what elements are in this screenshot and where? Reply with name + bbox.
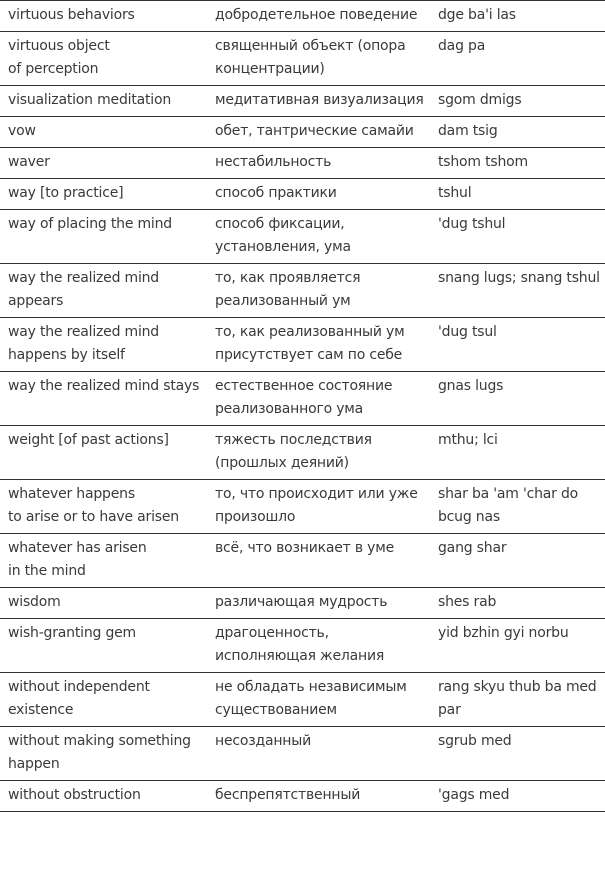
russian-term: обет, тантрические самайи [207,116,430,148]
table-row: wish-granting gem драгоценность, исполняю… [0,618,605,673]
tibetan-term: gang shar [430,533,605,588]
english-term: whatever happens to arise or to have aris… [0,479,207,534]
english-term: without independent existence [0,672,207,727]
english-term: wisdom [0,587,207,619]
table-row: without making something happen несозданн… [0,726,605,781]
table-row: vow обет, тантрические самайи dam tsig [0,116,605,148]
table-row: without independent existence не обладать… [0,672,605,727]
russian-term: естественное состояние реализованного ум… [207,371,430,426]
tibetan-term: dag pa [430,31,605,86]
russian-term: различающая мудрость [207,587,430,619]
table-row: virtuous behaviors добродетельное поведен… [0,0,605,32]
english-term: way the realized mind stays [0,371,207,426]
english-term: virtuous object of perception [0,31,207,86]
tibetan-term: tshul [430,178,605,210]
english-term: way the realized mind appears [0,263,207,318]
tibetan-term: dam tsig [430,116,605,148]
glossary-table: virtuous behaviors добродетельное поведен… [0,0,605,812]
english-term: way [to practice] [0,178,207,210]
english-term: wish-granting gem [0,618,207,673]
russian-term: драгоценность, исполняющая желания [207,618,430,673]
table-row: way the realized mind stays естественное … [0,371,605,426]
tibetan-term: 'gags med [430,780,605,812]
russian-term: несозданный [207,726,430,781]
russian-term: то, что происходит или уже произошло [207,479,430,534]
russian-term: добродетельное поведение [207,0,430,32]
table-row: virtuous object of perception священный об… [0,31,605,86]
table-row: without obstruction беспрепятственный'gag… [0,780,605,812]
russian-term: способ фиксации, установления, ума [207,209,430,264]
russian-term: то, как проявляется реализованный ум [207,263,430,318]
english-term: weight [of past actions] [0,425,207,480]
russian-term: беспрепятственный [207,780,430,812]
tibetan-term: gnas lugs [430,371,605,426]
tibetan-term: 'dug tshul [430,209,605,264]
russian-term: тяжесть последствия (прошлых деяний) [207,425,430,480]
english-term: whatever has arisen in the mind [0,533,207,588]
table-row: weight [of past actions] тяжесть последст… [0,425,605,480]
english-term: waver [0,147,207,179]
table-row: waver нестабильность tshom tshom [0,147,605,179]
tibetan-term: tshom tshom [430,147,605,179]
tibetan-term: mthu; lci [430,425,605,480]
tibetan-term: sgom dmigs [430,85,605,117]
english-term: way the realized mind happens by itself [0,317,207,372]
table-row: way the realized mind happens by itself т… [0,317,605,372]
tibetan-term: sgrub med [430,726,605,781]
russian-term: нестабильность [207,147,430,179]
table-row: way the realized mind appears то, как про… [0,263,605,318]
english-term: virtuous behaviors [0,0,207,32]
english-term: way of placing the mind [0,209,207,264]
russian-term: не обладать независимым существованием [207,672,430,727]
tibetan-term: dge ba'i las [430,0,605,32]
russian-term: способ практики [207,178,430,210]
russian-term: медитативная визуализация [207,85,430,117]
table-row: way [to practice] способ практики tshul [0,178,605,210]
english-term: without obstruction [0,780,207,812]
tibetan-term: 'dug tsul [430,317,605,372]
english-term: without making something happen [0,726,207,781]
tibetan-term: shes rab [430,587,605,619]
russian-term: священный объект (опора концентрации) [207,31,430,86]
table-row: visualization meditation медитативная виз… [0,85,605,117]
russian-term: всё, что возникает в уме [207,533,430,588]
tibetan-term: yid bzhin gyi norbu [430,618,605,673]
table-row: way of placing the mind способ фиксации, … [0,209,605,264]
table-row: whatever happens to arise or to have aris… [0,479,605,534]
english-term: vow [0,116,207,148]
russian-term: то, как реализованный ум присутствует са… [207,317,430,372]
english-term: visualization meditation [0,85,207,117]
tibetan-term: rang skyu thub ba med par [430,672,605,727]
tibetan-term: shar ba 'am 'char do bcug nas [430,479,605,534]
tibetan-term: snang lugs; snang tshul [430,263,605,318]
table-row: whatever has arisen in the mind всё, что в… [0,533,605,588]
table-row: wisdom различающая мудрость shes rab [0,587,605,619]
